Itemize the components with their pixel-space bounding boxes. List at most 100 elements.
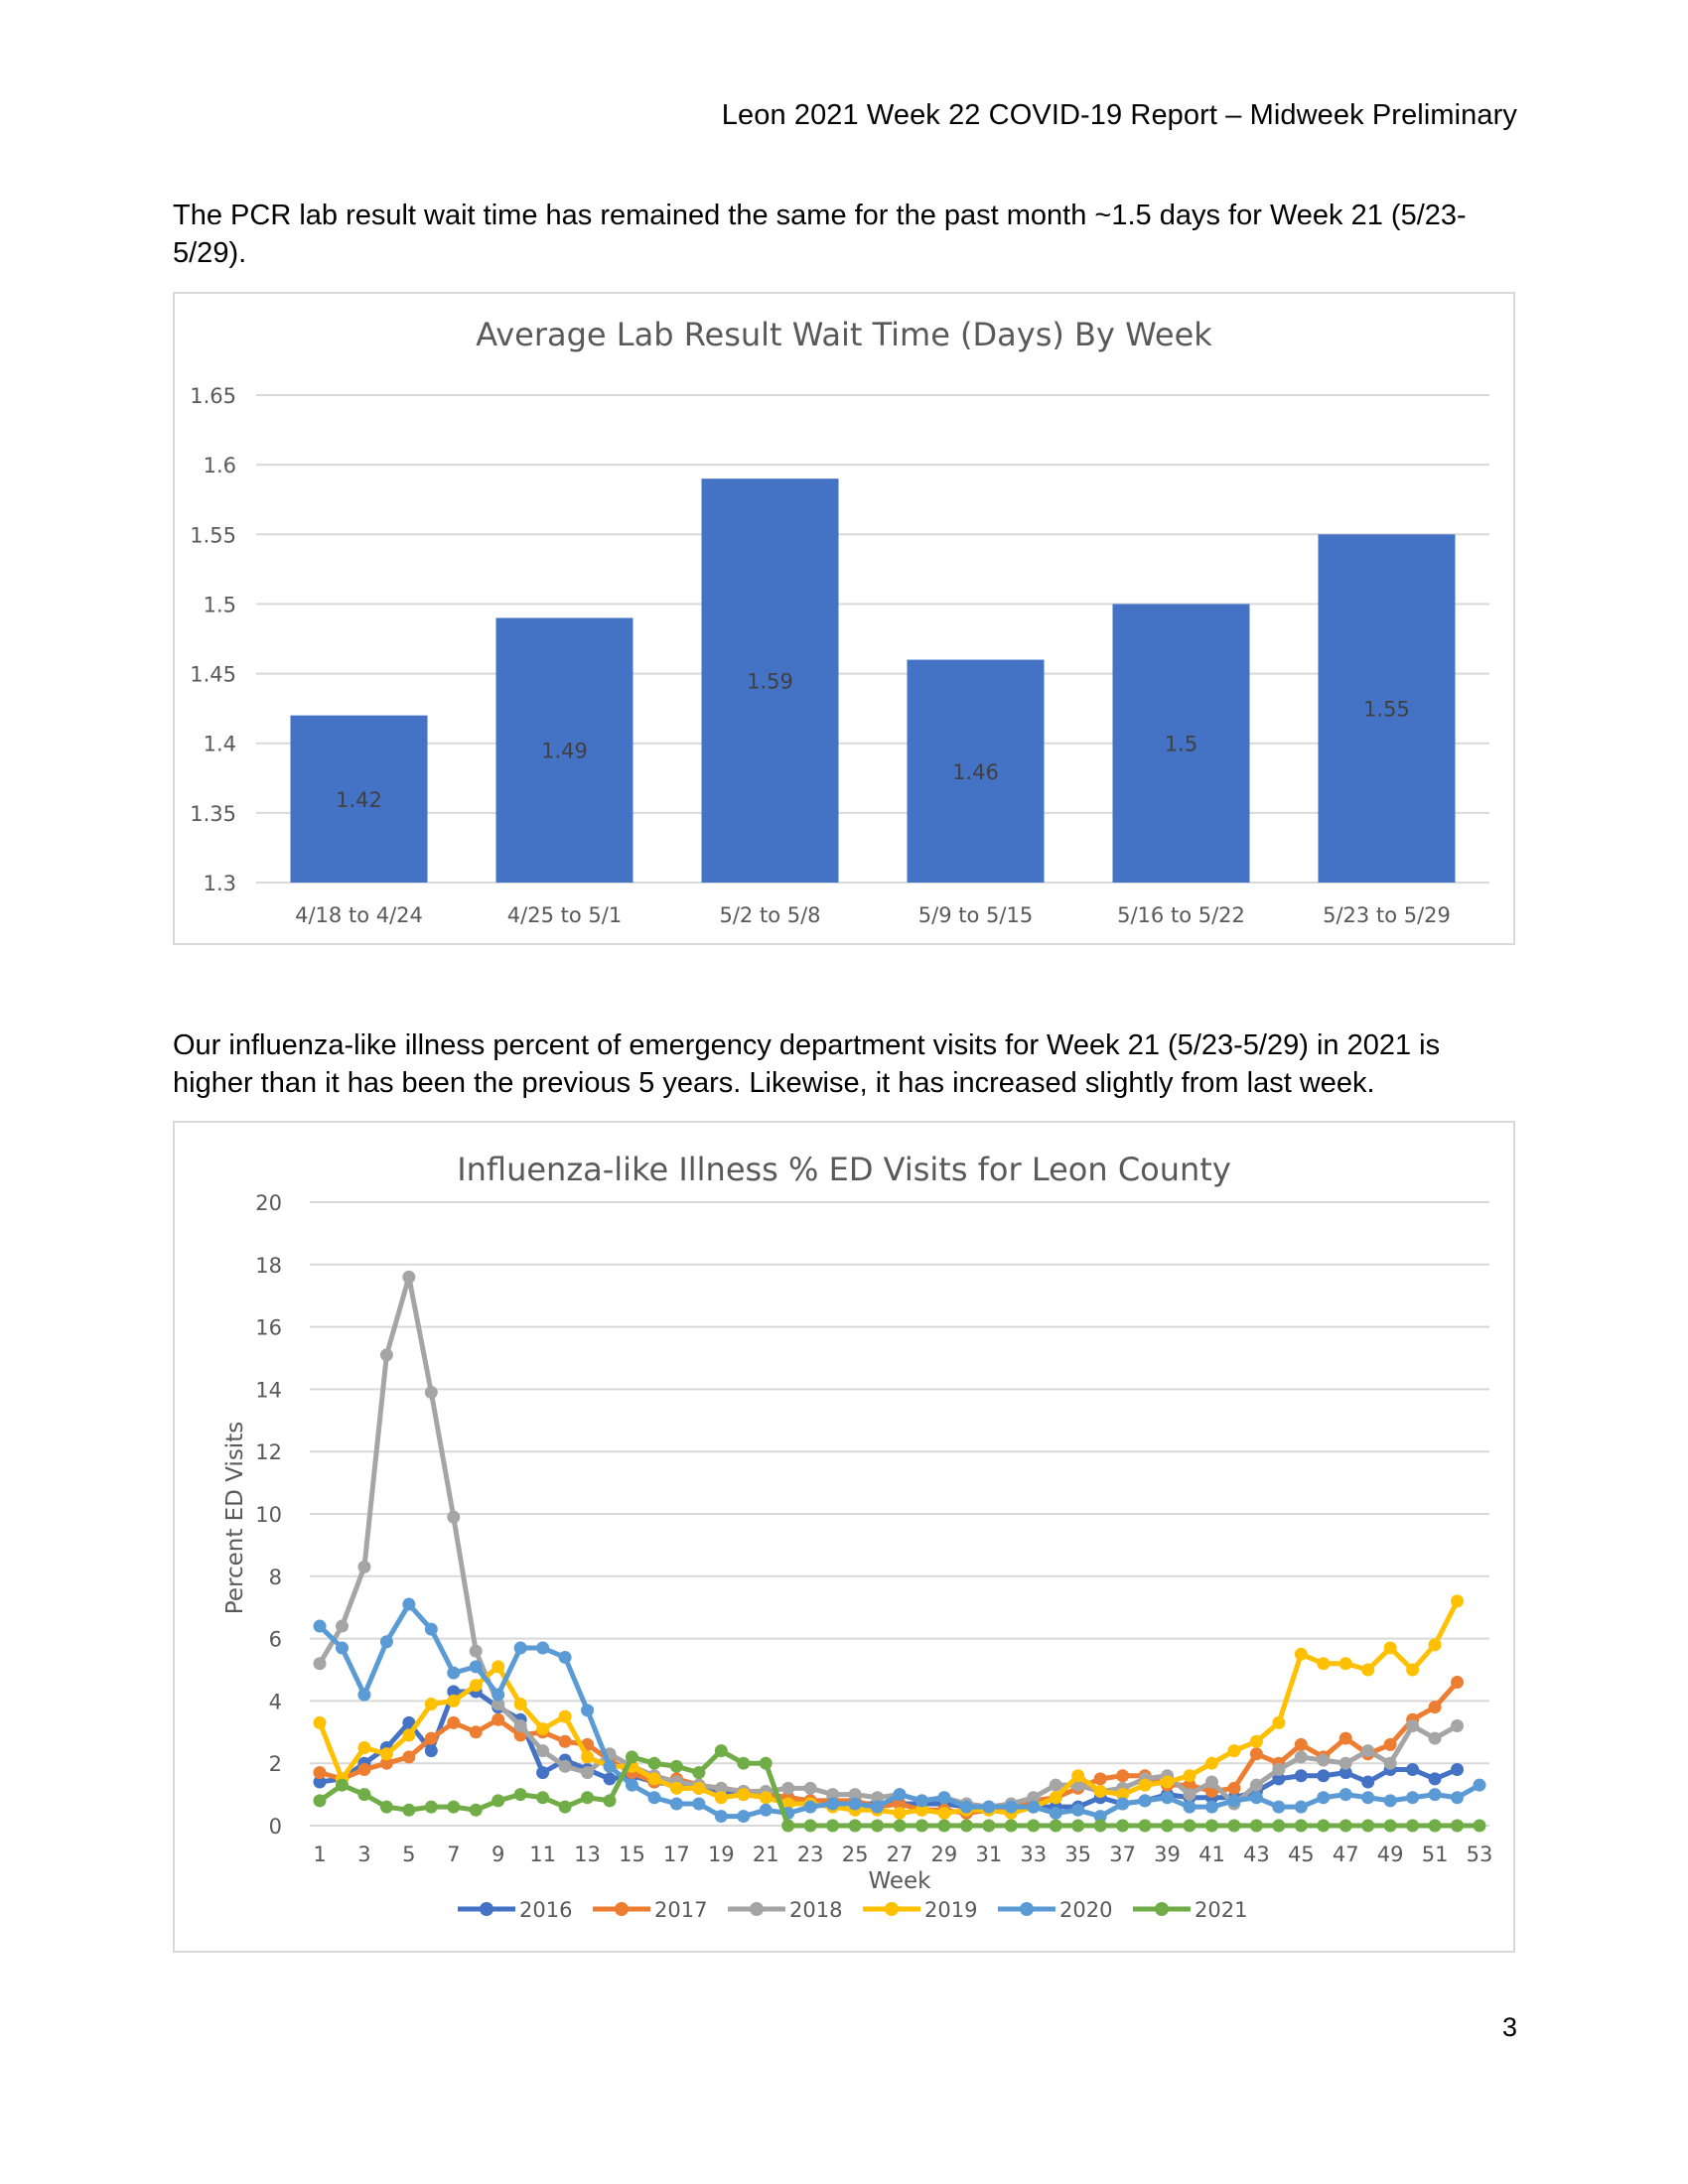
data-point (424, 1698, 438, 1711)
line-x-tick-label: 51 (1422, 1843, 1449, 1866)
bar (701, 478, 839, 883)
data-point (581, 1750, 595, 1764)
data-point (781, 1819, 795, 1833)
legend-entry-2019: 2019 (863, 1898, 977, 1922)
data-point (737, 1810, 751, 1824)
data-point (1317, 1769, 1331, 1783)
data-point (536, 1766, 550, 1780)
ili-chart-title: Influenza-like Illness % ED Visits for L… (457, 1151, 1231, 1188)
line-x-tick-label: 5 (402, 1843, 415, 1866)
data-point (424, 1731, 438, 1745)
data-point (1294, 1737, 1308, 1751)
bar-category-label: 5/2 to 5/8 (719, 903, 820, 927)
series-2018 (313, 1270, 1465, 1814)
data-point (1406, 1663, 1420, 1677)
data-point (469, 1803, 483, 1817)
data-point (1249, 1778, 1263, 1792)
data-point (959, 1819, 973, 1833)
data-point (759, 1756, 773, 1770)
data-point (447, 1666, 461, 1680)
data-point (1183, 1778, 1196, 1792)
data-point (1428, 1788, 1442, 1802)
line-x-tick-label: 19 (708, 1843, 735, 1866)
data-point (1249, 1734, 1263, 1748)
line-x-tick-label: 49 (1377, 1843, 1404, 1866)
data-point (1338, 1819, 1352, 1833)
data-point (1204, 1775, 1218, 1789)
data-point (714, 1781, 728, 1795)
data-point (1272, 1800, 1286, 1814)
line-x-tick-label: 39 (1154, 1843, 1181, 1866)
bar-data-label: 1.46 (952, 760, 999, 784)
legend-label: 2019 (924, 1898, 977, 1922)
line-y-tick-label: 4 (269, 1690, 282, 1713)
data-point (1049, 1778, 1062, 1792)
data-point (647, 1756, 661, 1770)
data-point (1272, 1715, 1286, 1729)
lab-wait-paragraph: The PCR lab result wait time has remaine… (173, 200, 1467, 269)
data-point (357, 1560, 371, 1573)
data-point (1161, 1775, 1175, 1789)
data-point (669, 1759, 683, 1773)
bar-y-tick-label: 1.65 (190, 384, 236, 408)
data-point (982, 1819, 996, 1833)
bar-y-tick-label: 1.4 (204, 733, 236, 756)
data-point (379, 1635, 393, 1649)
data-point (447, 1800, 461, 1814)
report-header: Leon 2021 Week 22 COVID-19 Report – Midw… (721, 99, 1517, 131)
bar (495, 617, 633, 883)
data-point (1272, 1819, 1286, 1833)
line-x-tick-label: 1 (313, 1843, 326, 1866)
data-point (536, 1641, 550, 1655)
data-point (335, 1778, 349, 1792)
series-2020 (313, 1597, 1486, 1824)
legend-label: 2017 (654, 1898, 707, 1922)
data-point (759, 1803, 773, 1817)
data-point (379, 1747, 393, 1761)
data-point (1338, 1657, 1352, 1671)
data-point (803, 1800, 817, 1814)
data-point (1406, 1791, 1420, 1805)
data-point (647, 1772, 661, 1786)
data-point (1361, 1663, 1375, 1677)
legend-marker (615, 1902, 629, 1916)
data-point (625, 1750, 638, 1764)
legend-entry-2020: 2020 (998, 1898, 1112, 1922)
data-point (692, 1797, 706, 1811)
line-x-tick-label: 31 (975, 1843, 1002, 1866)
line-x-tick-label: 13 (574, 1843, 601, 1866)
data-point (893, 1788, 907, 1802)
data-point (536, 1791, 550, 1805)
data-point (1361, 1744, 1375, 1758)
data-point (1361, 1775, 1375, 1789)
bar-category-label: 4/25 to 5/1 (507, 903, 622, 927)
data-point (402, 1803, 416, 1817)
data-point (1473, 1819, 1486, 1833)
data-point (1294, 1647, 1308, 1661)
data-point (1338, 1788, 1352, 1802)
bar-data-label: 1.49 (541, 740, 588, 763)
line-y-tick-label: 0 (269, 1815, 282, 1839)
series-2019 (313, 1594, 1465, 1820)
data-point (313, 1715, 327, 1729)
legend-entry-2018: 2018 (728, 1898, 842, 1922)
data-point (1204, 1800, 1218, 1814)
data-point (402, 1728, 416, 1742)
data-point (1049, 1819, 1062, 1833)
data-point (402, 1715, 416, 1729)
bar-data-label: 1.59 (747, 670, 793, 694)
legend-label: 2018 (789, 1898, 842, 1922)
line-x-tick-label: 37 (1109, 1843, 1136, 1866)
bar-y-tick-label: 1.3 (204, 872, 236, 895)
data-point (1093, 1819, 1107, 1833)
data-point (871, 1800, 885, 1814)
data-point (893, 1806, 907, 1820)
data-point (1317, 1753, 1331, 1767)
data-point (1317, 1657, 1331, 1671)
data-point (1049, 1806, 1062, 1820)
line-x-tick-label: 45 (1288, 1843, 1315, 1866)
line-x-tick-label: 23 (797, 1843, 824, 1866)
data-point (1451, 1819, 1465, 1833)
data-point (1027, 1819, 1041, 1833)
data-point (469, 1679, 483, 1693)
